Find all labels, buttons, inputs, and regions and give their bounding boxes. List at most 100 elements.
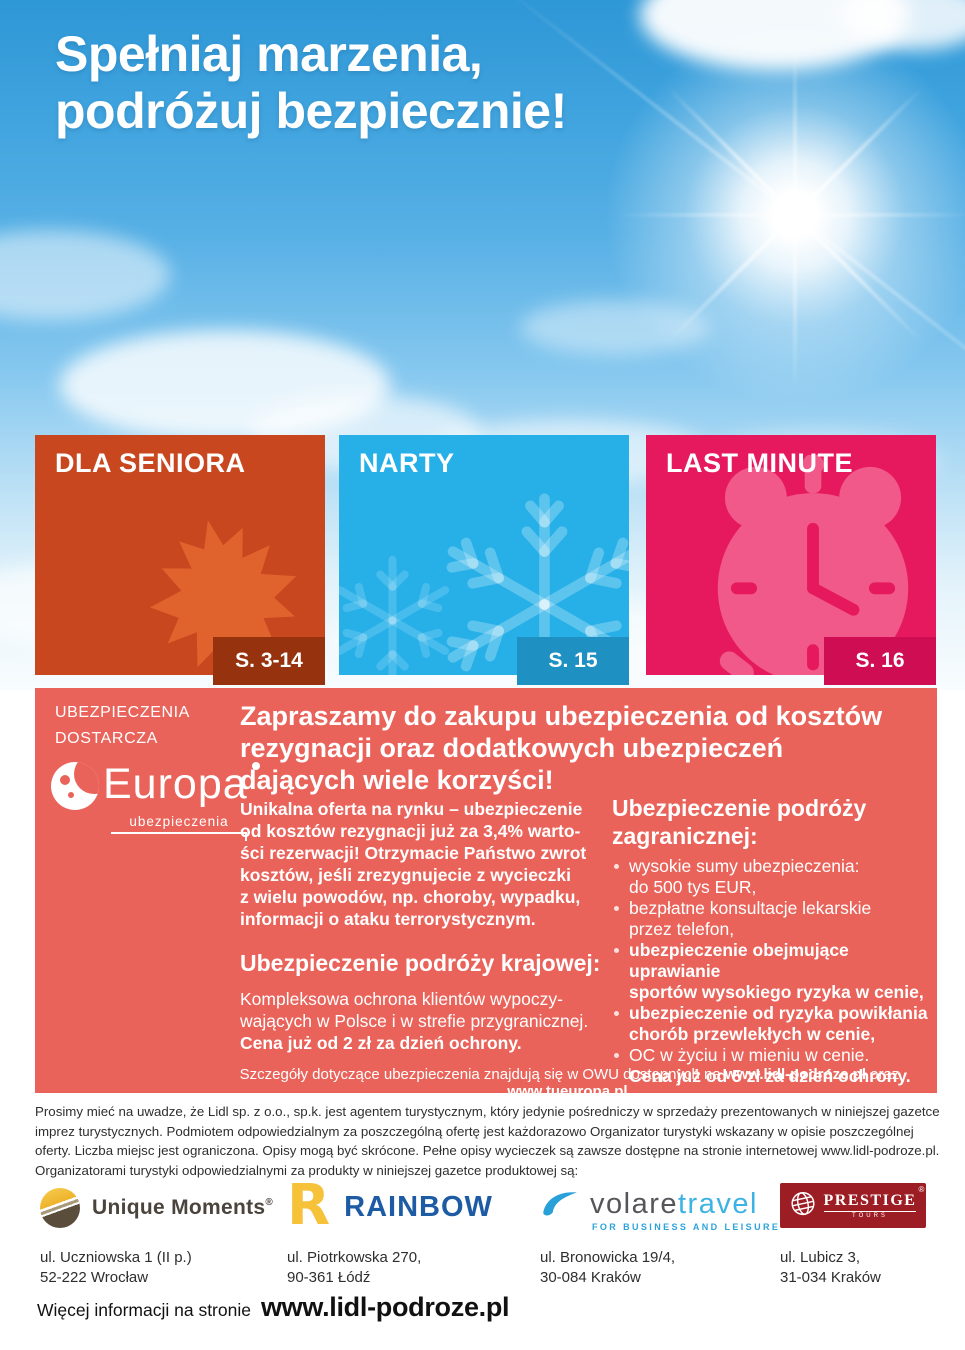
address-line: 90-361 Łódź [287,1269,371,1286]
insurance-panel: UBEZPIECZENIA DOSTARCZA Europa ubezpiecz… [35,688,937,1100]
intro-line: kosztów, jeśli zrezygnujecie z wycieczki [240,865,572,885]
registered-mark: ® [918,1185,925,1194]
provider-label-line2: DOSTARCZA [55,730,158,747]
intro-line: ści rezerwacji! Otrzymacie Państwo zwrot [240,843,587,863]
more-info-label: Więcej informacji na stronie [37,1300,251,1320]
unique-moments-icon [40,1188,80,1228]
legal-line: imprez turystycznych. Podmiotem odpowied… [35,1123,914,1139]
prestige-subtext: TOURS [852,1213,888,1219]
more-info: Więcej informacji na stronie www.lidl-po… [37,1292,510,1323]
bullet-dot [614,948,619,953]
prestige-name: PRESTIGE [823,1192,917,1212]
intro-line: od kosztów rezygnacji już za 3,4% warto- [240,821,581,841]
bullet-line: OC w życiu i w mieniu w cenie. [629,1045,870,1065]
bullet-dot [614,1011,619,1016]
page-title: Spełniaj marzenia, podróżuj bezpiecznie! [55,26,567,140]
intro-line: Unikalna oferta na rynku – ubezpieczenie [240,799,583,819]
volare-name-part2: travel [678,1188,758,1220]
bullet-line: ubezpieczenie obejmujące uprawianie [629,940,849,981]
bullet-item: ubezpieczenie obejmujące uprawianie sport… [612,940,937,1003]
intro-line: informacji o ataku terrorystycznym. [240,909,536,929]
europa-moon-icon [51,762,99,810]
domestic-insurance-heading: Ubezpieczenie podróży krajowej: [240,950,601,976]
card-last-minute-background [646,435,936,675]
insurance-heading-line: dających wiele korzyści! [240,765,554,795]
foreign-insurance-bullets: wysokie sumy ubezpieczenia: do 500 tys EU… [612,856,937,1087]
volare-wordmark: volare travel [540,1186,780,1219]
card-last-minute[interactable]: LAST MINUTE S. 16 [646,435,936,685]
globe-icon [786,1187,819,1224]
unique-moments-name: Unique Moments [92,1196,266,1219]
volare-swoosh-icon [540,1186,588,1223]
domestic-price-line: Cena już od 2 zł za dzień ochrony. [240,1033,522,1053]
bullet-dot [614,906,619,911]
category-cards: DLA SENIORA S. 3-14 [35,435,937,685]
volare-tagline: FOR BUSINESS AND LEISURE [592,1222,781,1232]
foreign-heading-line: Ubezpieczenie podróży [612,795,867,821]
cloud [0,230,170,320]
bullet-item: wysokie sumy ubezpieczenia: do 500 tys EU… [612,856,937,898]
legal-line: Prosimy mieć na uwadze, że Lidl sp. z o.… [35,1104,940,1119]
unique-moments-wordmark: Unique Moments® [92,1196,273,1220]
bullet-item: OC w życiu i w mieniu w cenie. [612,1045,937,1066]
alarm-clock-icon [694,453,932,675]
foreign-heading-line: zagranicznej: [612,823,758,849]
address-line: 52-222 Wrocław [40,1269,149,1286]
address-line: ul. Bronowicka 19/4, [540,1249,676,1266]
bullet-item: ubezpieczenie od ryzyka powikłania chorób… [612,1003,937,1045]
more-info-url[interactable]: www.lidl-podroze.pl [260,1292,510,1322]
rainbow-wordmark: RAINBOW [344,1191,493,1223]
logo-rainbow: R RAINBOW [287,1173,493,1238]
bullet-line: sportów wysokiego ryzyka w cenie, [629,982,924,1002]
card-page-tab[interactable]: S. 15 [517,637,629,685]
page-title-line2: podróżuj bezpiecznie! [55,83,567,139]
rainbow-r-icon: R [287,1173,331,1238]
bullet-line: wysokie sumy ubezpieczenia: [629,856,860,876]
note-link-tueuropa[interactable]: www.tueuropa.pl. [507,1083,632,1100]
insurance-heading-line: rezygnacji oraz dodatkowych ubezpieczeń [240,733,784,763]
sun-ray [615,213,965,217]
card-narty[interactable]: NARTY S. 15 [339,435,629,685]
insurance-note: Szczegóły dotyczące ubezpieczenia znajdu… [210,1066,929,1100]
cloud [520,300,710,355]
page-title-line1: Spełniaj marzenia, [55,26,483,82]
address-prestige: ul. Lubicz 3, 31-034 Kraków [780,1248,881,1288]
address-rainbow: ul. Piotrkowska 270, 90-361 Łódź [287,1248,421,1288]
address-line: 30-084 Kraków [540,1269,641,1286]
address-unique-moments: ul. Uczniowska 1 (II p.) 52-222 Wrocław [40,1248,192,1288]
note-text: oraz [866,1066,900,1083]
foreign-insurance-heading: Ubezpieczenie podróży zagranicznej: [612,794,866,850]
note-link-lidl-podroze[interactable]: www.lidl-podroze.pl [724,1066,866,1083]
domestic-line: wających w Polsce i w strefie przygranic… [240,1011,589,1031]
prestige-wordmark: PRESTIGE TOURS ® [823,1185,924,1219]
domestic-line: Kompleksowa ochrona klientów wypoczy- [240,989,563,1009]
address-line: 31-034 Kraków [780,1269,881,1286]
card-dla-seniora[interactable]: DLA SENIORA S. 3-14 [35,435,325,685]
logo-volare-travel: volare travel FOR BUSINESS AND LEISURE [540,1186,780,1232]
provider-label-line1: UBEZPIECZENIA [55,704,190,721]
domestic-insurance-paragraph: Kompleksowa ochrona klientów wypoczy- wa… [240,988,588,1054]
card-page-tab[interactable]: S. 3-14 [213,637,325,685]
volare-name-part1: volare [590,1188,678,1220]
card-title: LAST MINUTE [666,448,853,478]
address-line: ul. Lubicz 3, [780,1249,861,1266]
bullet-dot [614,1053,619,1058]
card-title: NARTY [359,448,455,478]
snowflake-icon [339,553,460,675]
insurance-heading: Zapraszamy do zakupu ubezpieczenia od ko… [240,700,882,796]
europa-logo-text: Europa [103,760,248,808]
europa-trademark-dot [251,762,260,770]
legal-line: Organizatorami turystyki odpowiedzialnym… [35,1162,579,1178]
insurance-intro-paragraph: Unikalna oferta na rynku – ubezpieczenie… [240,798,586,930]
legal-paragraph: Prosimy mieć na uwadze, że Lidl sp. z o.… [35,1102,940,1180]
card-narty-background [339,435,629,675]
foreign-price-line: Cena już od 5 zł za dzień ochrony. [629,1066,911,1086]
address-volare-travel: ul. Bronowicka 19/4, 30-084 Kraków [540,1248,675,1288]
bullet-line: ubezpieczenie od ryzyka powikłania [629,1003,928,1023]
bullet-line: do 500 tys EUR, [629,877,757,897]
bullet-line: chorób przewlekłych w cenie, [629,1024,876,1044]
card-page-tab[interactable]: S. 16 [824,637,936,685]
address-line: ul. Uczniowska 1 (II p.) [40,1249,192,1266]
legal-line: oferty. Liczba miejsc jest ograniczona. … [35,1143,940,1158]
